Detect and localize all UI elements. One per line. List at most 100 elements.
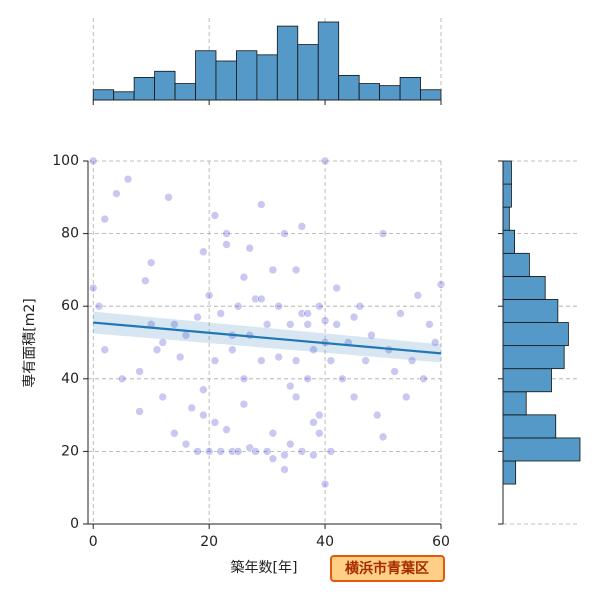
scatter-point [257, 294, 266, 304]
histogram-bar [92, 89, 115, 101]
scatter-point [332, 320, 341, 329]
histogram-bar [133, 77, 156, 101]
histogram-bar [502, 206, 510, 231]
histogram-bar [256, 54, 278, 101]
y-tick-label: 60 [61, 298, 79, 314]
scatter-point [332, 283, 341, 293]
scatter-point [152, 345, 162, 355]
scatter-point [378, 229, 388, 238]
scatter-point [314, 428, 324, 438]
scatter-point [372, 410, 382, 420]
scatter-point [280, 450, 289, 460]
scatter-point [326, 447, 336, 456]
scatter-point [297, 222, 307, 231]
scatter-point [233, 447, 243, 456]
scatter-point [146, 258, 156, 267]
scatter-point [291, 392, 301, 402]
scatter-point [367, 330, 376, 340]
regression-line [93, 321, 442, 355]
histogram-bar [195, 50, 217, 101]
scatter-point [204, 291, 214, 300]
histogram-bar [502, 391, 527, 416]
scatter-point [216, 447, 226, 456]
scatter-point [164, 193, 173, 202]
scatter-point [349, 312, 359, 322]
scatter-point [239, 374, 249, 384]
scatter-point [245, 243, 255, 253]
y-tick-label: 0 [70, 516, 79, 532]
y-axis-label: 専有面積[m2] [22, 298, 38, 387]
histogram-bar [502, 437, 581, 462]
x-tick-label: 60 [432, 534, 450, 550]
annotation-box [330, 555, 445, 582]
scatter-point [262, 320, 272, 329]
scatter-point [291, 265, 301, 275]
scatter-point [158, 392, 168, 402]
scatter-point [199, 410, 208, 420]
scatter-point [117, 374, 127, 384]
scatter-point [274, 301, 284, 311]
scatter-point [210, 211, 220, 220]
scatter-point [222, 229, 231, 238]
scatter-point [88, 156, 98, 166]
scatter-point [274, 352, 284, 362]
scatter-point [314, 301, 324, 311]
histogram-bar [215, 60, 237, 101]
scatter-point [141, 276, 150, 286]
scatter-point [262, 447, 272, 456]
histogram-bar [297, 44, 319, 101]
histogram-bar [338, 74, 360, 101]
scatter-point [222, 240, 231, 249]
scatter-point [291, 356, 301, 365]
histogram-bar [236, 50, 258, 101]
histogram-bar [379, 85, 401, 101]
scatter-point [413, 291, 423, 300]
scatter-point [280, 465, 289, 474]
scatter-point [425, 320, 434, 329]
histogram-bar [317, 21, 340, 101]
scatter-point [175, 352, 185, 362]
histogram-bar [502, 275, 546, 300]
histogram-bar [502, 299, 559, 323]
scatter-point [257, 200, 266, 209]
scatter-point [187, 403, 197, 413]
scatter-point [170, 320, 179, 329]
histogram-bar [502, 183, 512, 208]
scatter-point [158, 338, 168, 347]
x-tick-label: 0 [89, 534, 98, 550]
scatter-point [396, 309, 405, 318]
scatter-point [401, 392, 411, 402]
annotation: 横浜市青葉区 [345, 560, 429, 577]
histogram-bar [154, 70, 176, 101]
scatter-point [193, 312, 202, 322]
histogram-bar [502, 368, 552, 393]
scatter-point [436, 280, 446, 289]
histogram-bar [174, 83, 196, 101]
scatter-point [216, 309, 226, 318]
scatter-point [100, 345, 110, 355]
histogram-bar [502, 345, 565, 370]
histogram-bar [502, 322, 569, 347]
histogram-bar [399, 77, 421, 101]
x-tick-label: 40 [316, 534, 334, 550]
y-tick-label: 20 [61, 443, 79, 459]
scatter-point [349, 392, 359, 402]
scatter-point [297, 447, 307, 456]
scatter-point [303, 320, 312, 329]
scatter-point [170, 428, 179, 438]
scatter-point [199, 247, 208, 257]
histogram-bar [420, 89, 442, 101]
scatter-point [268, 428, 278, 438]
scatter-point [407, 356, 417, 365]
scatter-point [355, 301, 365, 311]
scatter-point [100, 214, 110, 224]
scatter-point [309, 345, 318, 355]
scatter-point [251, 447, 260, 456]
histogram-bar [502, 460, 517, 485]
histogram-bar [502, 252, 530, 277]
scatter-point [338, 374, 347, 384]
scatter-point [303, 374, 312, 384]
histogram-bar [276, 25, 299, 101]
scatter-point [309, 450, 318, 460]
histogram-bar [502, 160, 512, 185]
